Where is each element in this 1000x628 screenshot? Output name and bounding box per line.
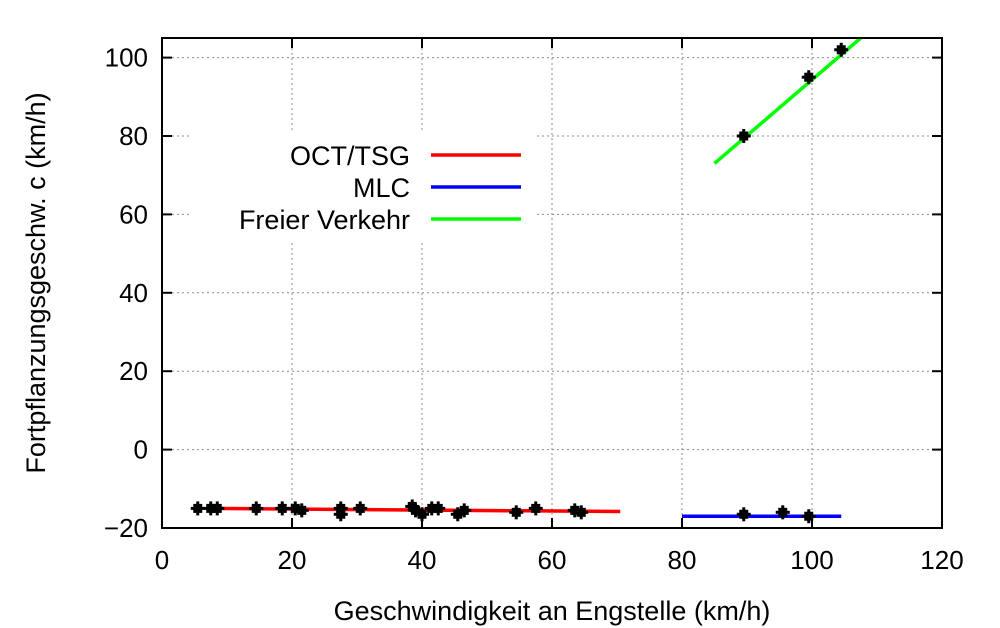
y-axis-title: Fortpflanzungsgeschw. c (km/h) bbox=[21, 92, 51, 473]
x-tick-label: 0 bbox=[155, 545, 169, 575]
series-line-2 bbox=[713, 36, 862, 165]
data-point bbox=[294, 503, 309, 518]
x-tick-label: 100 bbox=[790, 545, 833, 575]
data-point bbox=[190, 501, 205, 516]
data-point bbox=[509, 505, 524, 520]
legend-label: Freier Verkehr bbox=[239, 205, 410, 235]
x-tick-label: 40 bbox=[408, 545, 437, 575]
x-tick-label: 120 bbox=[920, 545, 963, 575]
y-tick-label: 80 bbox=[119, 121, 148, 151]
data-point bbox=[210, 501, 225, 516]
y-tick-label: 20 bbox=[119, 356, 148, 386]
data-point bbox=[457, 503, 472, 518]
y-tick-label: 40 bbox=[119, 278, 148, 308]
y-tick-label: −20 bbox=[104, 513, 148, 543]
data-points bbox=[190, 42, 849, 524]
x-tick-label: 20 bbox=[278, 545, 307, 575]
data-point bbox=[528, 501, 543, 516]
series-lines bbox=[207, 36, 862, 518]
legend-label: OCT/TSG bbox=[290, 141, 410, 171]
y-tick-label: 0 bbox=[134, 435, 148, 465]
y-tick-labels: −20 0 20 40 60 80 100 bbox=[104, 43, 148, 543]
data-point bbox=[801, 70, 816, 85]
data-point bbox=[333, 507, 348, 522]
data-point bbox=[736, 507, 751, 522]
data-point bbox=[834, 42, 849, 57]
data-point bbox=[574, 505, 589, 520]
x-axis-title: Geschwindigkeit an Engstelle (km/h) bbox=[334, 596, 771, 626]
data-point bbox=[275, 501, 290, 516]
data-point bbox=[431, 501, 446, 516]
x-tick-labels: 0 20 40 60 80 100 120 bbox=[155, 545, 964, 575]
legend-label: MLC bbox=[353, 173, 410, 203]
data-point bbox=[775, 505, 790, 520]
y-tick-label: 100 bbox=[105, 43, 148, 73]
data-point bbox=[353, 501, 368, 516]
x-tick-label: 60 bbox=[538, 545, 567, 575]
grid bbox=[162, 38, 942, 528]
data-point bbox=[249, 501, 264, 516]
ticks bbox=[161, 38, 943, 529]
data-point bbox=[801, 509, 816, 524]
y-tick-label: 60 bbox=[119, 199, 148, 229]
x-tick-label: 80 bbox=[668, 545, 697, 575]
data-point bbox=[736, 129, 751, 143]
